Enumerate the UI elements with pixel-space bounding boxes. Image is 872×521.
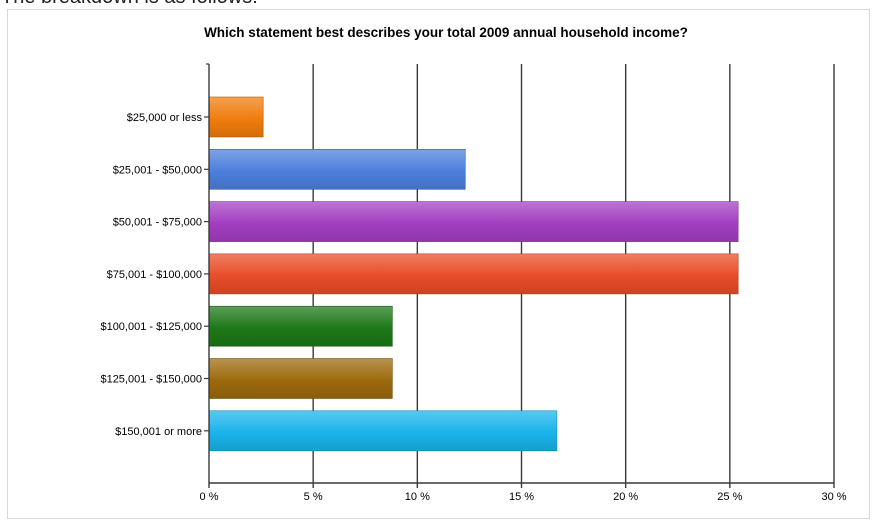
bar [208, 201, 739, 242]
bar [208, 96, 264, 138]
intro-text-clip: The breakdown is as follows: [0, 0, 560, 9]
category-label: $125,001 - $150,000 [100, 374, 202, 386]
x-tick-label: 10 % [405, 491, 430, 503]
bar [208, 305, 393, 347]
chart-title: Which statement best describes your tota… [204, 25, 688, 40]
category-label: $50,001 - $75,000 [113, 217, 202, 229]
category-label: $75,001 - $100,000 [107, 269, 202, 281]
intro-text: The breakdown is as follows: [1, 0, 258, 8]
category-label: $25,000 or less [127, 112, 203, 124]
x-tick-label: 20 % [613, 491, 638, 503]
bar [208, 149, 466, 190]
x-tick-label: 30 % [821, 491, 846, 503]
axes: 0 % 5 % 10 % 15 % 20 % 25 % 30 % $25,000 or les… [100, 63, 847, 503]
bar [208, 410, 558, 452]
bars [208, 96, 739, 452]
bar [208, 253, 739, 295]
x-tick-label: 15 % [509, 491, 534, 503]
bar [208, 358, 393, 399]
x-tick-label: 5 % [304, 491, 323, 503]
x-tick-label: 25 % [717, 491, 742, 503]
category-label: $25,001 - $50,000 [113, 164, 202, 176]
category-label: $150,001 or more [115, 426, 202, 438]
x-tick-label: 0 % [200, 491, 219, 503]
category-label: $100,001 - $125,000 [100, 321, 202, 333]
